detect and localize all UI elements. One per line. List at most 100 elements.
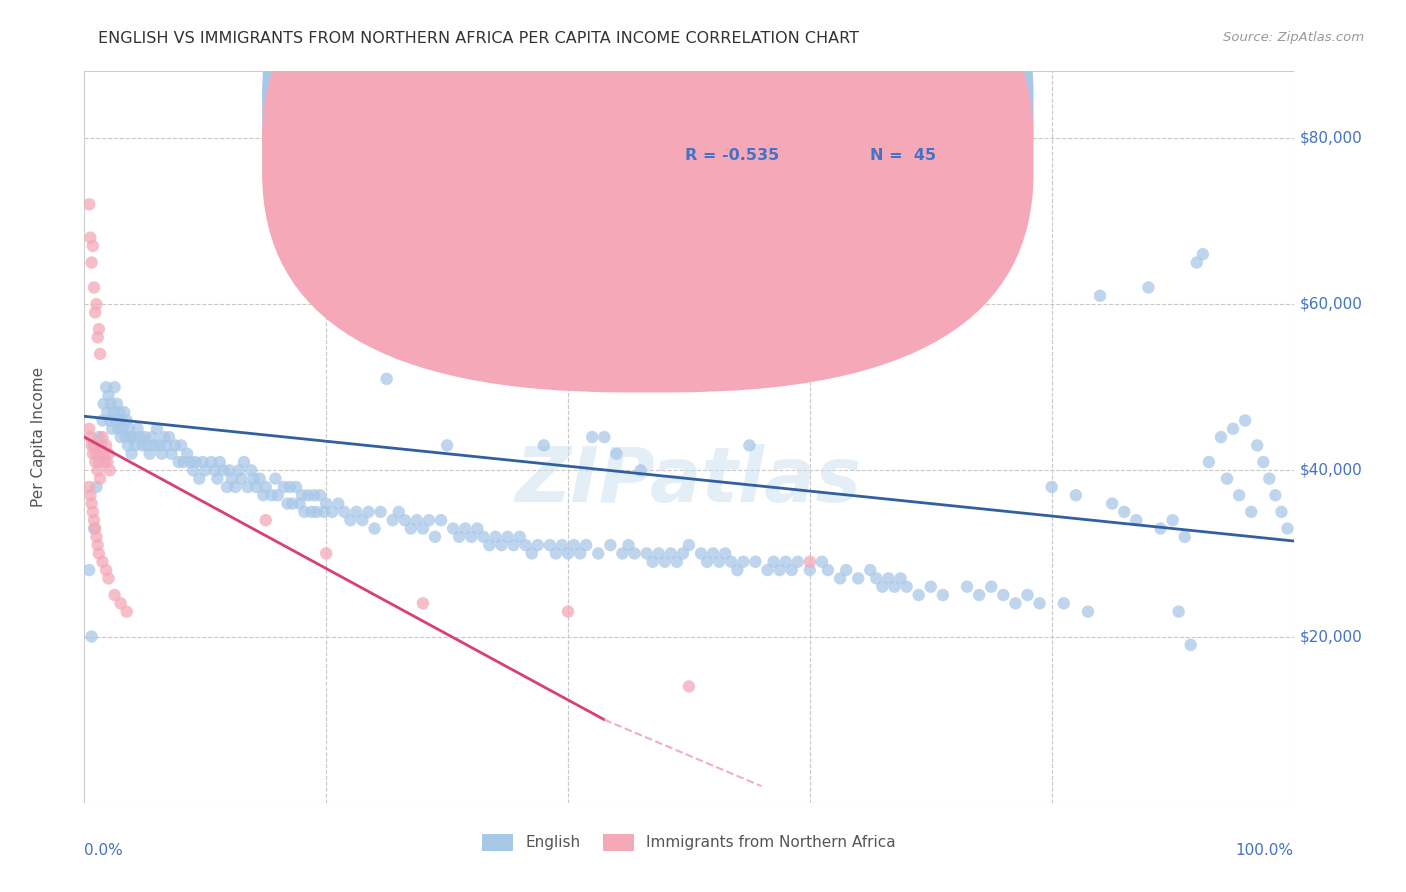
Point [97,447,120,461]
Text: N =  45: N = 45 [870,148,936,163]
Point [252,488,274,502]
Point [859,563,882,577]
Point [588,546,610,560]
Point [823,214,845,228]
Point [1101,497,1123,511]
Point [436,438,458,452]
Point [399,521,422,535]
Point [110,430,132,444]
Point [478,538,501,552]
Point [491,538,513,552]
Point [233,455,256,469]
Point [967,588,990,602]
Point [363,521,385,535]
Point [160,447,183,461]
Point [242,472,264,486]
Point [103,405,125,419]
Point [799,563,821,577]
Point [328,497,350,511]
Point [110,596,132,610]
Point [77,422,100,436]
Point [636,546,658,560]
Point [423,530,446,544]
Point [1198,455,1220,469]
Point [538,538,561,552]
Point [315,546,337,560]
Point [846,571,869,585]
Point [77,197,100,211]
Point [775,555,797,569]
Point [872,580,894,594]
Point [79,430,101,444]
Point [91,555,114,569]
Point [228,463,250,477]
Point [208,455,231,469]
Point [273,480,295,494]
Point [86,297,108,311]
Point [101,422,124,436]
Point [104,413,127,427]
Text: ZIPatlas: ZIPatlas [516,444,862,518]
Point [449,530,471,544]
Point [696,555,718,569]
Point [1077,605,1099,619]
Point [221,472,243,486]
Point [291,488,314,502]
Point [956,580,979,594]
Point [1040,480,1063,494]
Point [84,455,107,469]
Point [1216,472,1239,486]
Point [236,480,259,494]
Point [260,488,283,502]
Point [94,438,117,452]
Point [176,447,198,461]
Point [80,438,103,452]
Point [98,413,121,427]
Point [188,472,211,486]
Point [94,563,117,577]
Text: $60,000: $60,000 [1299,297,1362,311]
Point [484,530,506,544]
Point [225,480,247,494]
FancyBboxPatch shape [262,0,1033,347]
Point [877,571,900,585]
Point [305,505,328,519]
Point [557,605,579,619]
Point [120,430,142,444]
Point [339,513,361,527]
Point [575,538,598,552]
Point [533,438,555,452]
Point [1180,638,1202,652]
Point [97,388,120,402]
Point [1277,521,1299,535]
Text: N = 174: N = 174 [870,103,942,118]
Point [87,455,110,469]
Point [86,530,108,544]
Point [1270,505,1292,519]
Point [111,413,134,427]
Point [1185,255,1208,269]
Text: Per Capita Income: Per Capita Income [31,367,46,508]
Text: $20,000: $20,000 [1299,629,1362,644]
Point [165,438,187,452]
Point [138,447,160,461]
Point [714,546,737,560]
Point [118,422,141,436]
Text: Source: ZipAtlas.com: Source: ZipAtlas.com [1223,31,1364,45]
Point [127,422,149,436]
Point [105,397,128,411]
Point [630,463,652,477]
Point [1167,605,1189,619]
Point [1028,596,1050,610]
Point [709,555,731,569]
Point [104,588,127,602]
Point [107,422,129,436]
Point [90,438,112,452]
Point [799,555,821,569]
Text: $80,000: $80,000 [1299,130,1362,145]
Point [108,405,131,419]
Point [1264,488,1286,502]
Point [1053,596,1076,610]
Point [264,472,287,486]
Point [170,438,193,452]
